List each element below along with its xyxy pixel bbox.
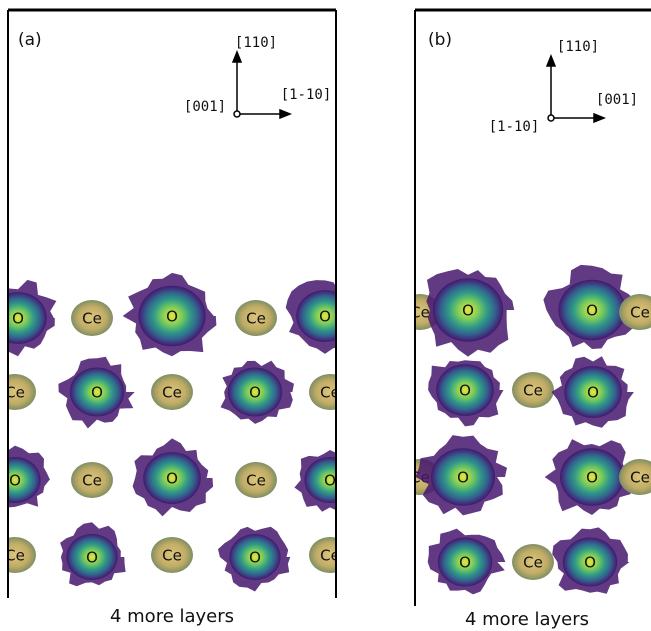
atom-label: O — [459, 554, 471, 572]
ce-density — [71, 462, 113, 498]
axis-label: [1-10] — [281, 87, 332, 103]
axis-label: [1-10] — [489, 119, 540, 135]
atom-label: Ce — [523, 382, 543, 400]
o-core — [9, 456, 41, 504]
atom-label: Ce — [630, 304, 650, 322]
ce-density — [512, 372, 554, 408]
o-core — [562, 537, 618, 587]
atom-label: Ce — [320, 547, 340, 565]
atom-label: O — [457, 469, 469, 487]
atom-label: Ce — [246, 472, 266, 490]
ce-density — [71, 300, 113, 336]
ce-density — [9, 537, 36, 573]
o-core — [431, 448, 495, 506]
atom-label: O — [586, 302, 598, 320]
axis-label: [001] — [596, 92, 638, 108]
ce-density — [512, 544, 554, 580]
ce-density — [619, 294, 651, 330]
axis-label: [110] — [557, 39, 599, 55]
o-core — [436, 364, 494, 416]
atom-label: O — [459, 382, 471, 400]
o-core — [558, 279, 626, 341]
o-core — [229, 533, 281, 581]
o-core — [138, 285, 206, 347]
o-core — [227, 367, 283, 417]
atom-label: O — [91, 384, 103, 402]
ce-density — [235, 300, 277, 336]
atom-label: O — [586, 469, 598, 487]
atom-label: O — [9, 472, 21, 490]
panel-a: O Ce O Ce O Ce O Ce O Ce O Ce O Ce O Ce O Ce O Ce — [5, 272, 340, 592]
atom-label: O — [462, 302, 474, 320]
atom-label: Ce — [82, 310, 102, 328]
ce-density — [309, 374, 335, 410]
ce-density — [151, 374, 193, 410]
axes-arrows — [231, 49, 607, 124]
atom-label: O — [249, 549, 261, 567]
o-core — [69, 367, 125, 417]
ce-density — [235, 462, 277, 498]
o-core — [564, 366, 622, 418]
atom-label: Ce — [630, 469, 650, 487]
atom-label: Ce — [246, 310, 266, 328]
atom-label: O — [584, 554, 596, 572]
o-core — [560, 448, 624, 506]
atom-label: O — [319, 308, 331, 326]
atom-label: O — [587, 384, 599, 402]
caption: 4 more layers — [110, 606, 234, 627]
atom-label: Ce — [410, 304, 430, 322]
axis-label: [001] — [184, 99, 226, 115]
o-core — [9, 292, 47, 344]
atom-label: O — [249, 384, 261, 402]
atom-label: Ce — [5, 547, 25, 565]
frame-sides — [7, 10, 337, 598]
o-core — [437, 537, 493, 587]
atom-label: Ce — [162, 384, 182, 402]
o-core — [66, 533, 118, 581]
atom-label: O — [12, 310, 24, 328]
atom-label: Ce — [162, 547, 182, 565]
panel-b: CeOOCeOCeOCeOOCeOCeO — [410, 264, 651, 595]
o-core — [304, 456, 335, 504]
atom-label: Ce — [320, 384, 340, 402]
caption: 4 more layers — [465, 609, 589, 630]
atom-label: Ce — [82, 472, 102, 490]
atom-label: O — [86, 549, 98, 567]
ce-density — [619, 459, 651, 495]
ce-density — [151, 537, 193, 573]
o-core — [143, 452, 201, 504]
ce-density — [309, 537, 335, 573]
o-core — [432, 278, 504, 342]
panel-label: (b) — [428, 30, 452, 50]
atom-label: O — [324, 472, 336, 490]
o-core — [296, 290, 335, 342]
atom-label: O — [166, 308, 178, 326]
panel-label: (a) — [18, 30, 42, 50]
atom-label: Ce — [5, 384, 25, 402]
atom-label: O — [166, 470, 178, 488]
atom-label: Ce — [523, 554, 543, 572]
axis-label: [110] — [235, 35, 277, 51]
ce-density — [9, 374, 36, 410]
